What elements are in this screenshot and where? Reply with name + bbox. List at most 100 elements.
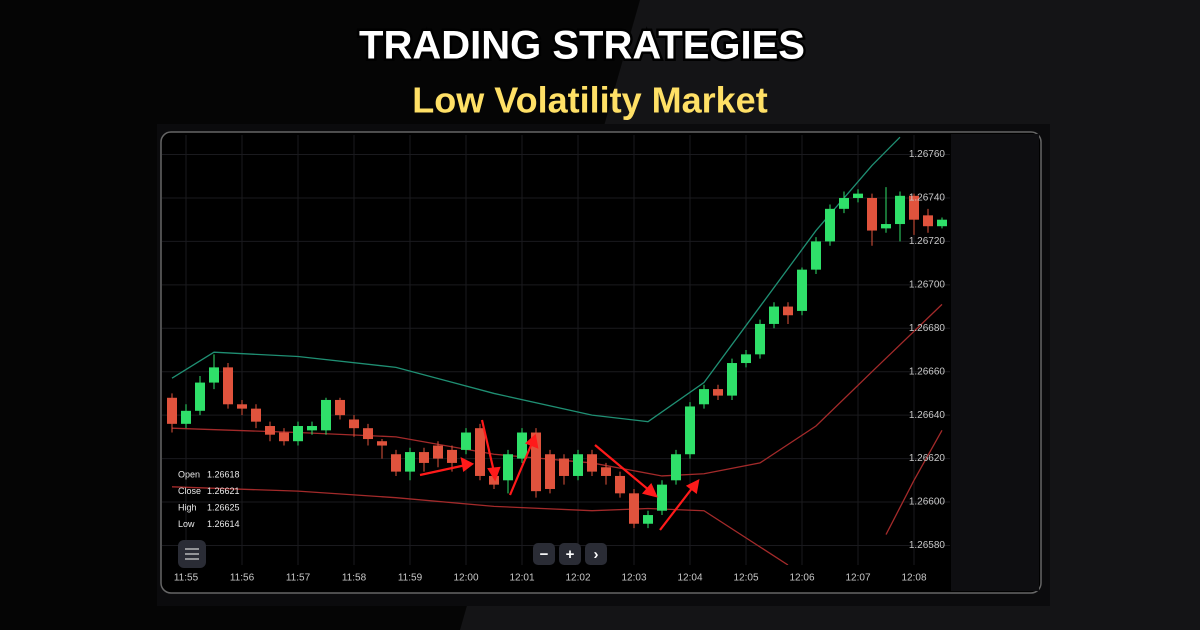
- ohlc-label: Close: [178, 486, 201, 496]
- candle-body: [867, 197, 877, 231]
- candle-body: [461, 432, 471, 450]
- candle-body: [741, 354, 751, 364]
- arrow: [659, 486, 694, 531]
- y-tick-label: 1.26740: [909, 193, 946, 204]
- candle-body: [699, 389, 709, 405]
- candle-body: [671, 454, 681, 481]
- x-tick-label: 12:04: [677, 573, 702, 584]
- y-tick-label: 1.26700: [909, 279, 946, 290]
- x-tick-label: 12:06: [789, 573, 814, 584]
- candle-body: [811, 241, 821, 270]
- candle-body: [321, 399, 331, 431]
- candle-body: [727, 363, 737, 396]
- candle-body: [223, 367, 233, 405]
- candle-body: [209, 367, 219, 383]
- candle-body: [167, 397, 177, 424]
- x-tick-label: 11:57: [286, 573, 311, 584]
- ohlc-value: 1.26621: [207, 486, 240, 496]
- candle-body: [643, 515, 653, 524]
- ohlc-panel: Open 1.26618 Close 1.26621 High 1.26625 Low 1.2…: [178, 469, 240, 529]
- candle-body: [489, 475, 499, 485]
- control-button[interactable]: [533, 543, 555, 565]
- candle-body: [419, 452, 429, 463]
- annotations: [419, 419, 700, 531]
- x-tick-label: 12:07: [845, 573, 870, 584]
- ohlc-label: High: [178, 502, 197, 512]
- candle-body: [293, 426, 303, 442]
- control-label[interactable]: −: [540, 546, 549, 563]
- x-tick-label: 12:05: [733, 573, 758, 584]
- candle-body: [237, 404, 247, 409]
- candle-body: [181, 410, 191, 424]
- candle-body: [195, 382, 205, 411]
- candle-body: [755, 323, 765, 355]
- arrow: [594, 444, 651, 492]
- candle-body: [279, 432, 289, 442]
- candle-body: [797, 269, 807, 311]
- x-tick-label: 12:01: [509, 573, 534, 584]
- arrowhead: [685, 479, 700, 494]
- subtitle: Low Volatility Market: [412, 80, 767, 121]
- candle-body: [713, 389, 723, 396]
- x-tick-label: 11:56: [230, 573, 255, 584]
- x-tick-label: 12:02: [565, 573, 590, 584]
- candle-body: [937, 219, 947, 227]
- candle-body: [587, 454, 597, 472]
- y-tick-label: 1.26720: [909, 236, 946, 247]
- candle-body: [573, 454, 583, 476]
- candle-body: [895, 195, 905, 225]
- ohlc-value: 1.26625: [207, 502, 240, 512]
- zoom-controls: − + ›: [533, 543, 607, 565]
- candle-body: [839, 197, 849, 209]
- x-tick-label: 11:55: [174, 573, 199, 584]
- y-tick-label: 1.26600: [909, 497, 946, 508]
- settings-icon: [185, 548, 199, 560]
- candle-body: [307, 426, 317, 431]
- x-tick-label: 11:59: [398, 573, 423, 584]
- y-tick-label: 1.26660: [909, 366, 946, 377]
- plot: [162, 135, 950, 565]
- arrow: [419, 463, 467, 477]
- candle-body: [657, 484, 667, 511]
- ohlc-value: 1.26614: [207, 519, 240, 529]
- y-tick-label: 1.26680: [909, 323, 946, 334]
- candle-body: [853, 193, 863, 198]
- y-tick-label: 1.26760: [909, 149, 946, 160]
- candle-body: [615, 475, 625, 494]
- candle-body: [447, 449, 457, 463]
- band-line: [171, 430, 943, 565]
- candle-body: [251, 408, 261, 422]
- control-label[interactable]: +: [566, 546, 575, 563]
- candle-body: [601, 467, 611, 476]
- arrowhead: [487, 466, 501, 482]
- arrow: [508, 442, 534, 496]
- control-button[interactable]: [559, 543, 581, 565]
- control-label[interactable]: ›: [594, 546, 599, 563]
- candle-body: [531, 432, 541, 492]
- y-tick-label: 1.26640: [909, 410, 946, 421]
- candle-body: [825, 208, 835, 242]
- ohlc-value: 1.26618: [207, 469, 240, 479]
- candle-body: [545, 454, 555, 489]
- candle-body: [629, 493, 639, 524]
- candle-body: [265, 426, 275, 435]
- candle-body: [769, 306, 779, 324]
- candle-body: [783, 306, 793, 316]
- candle-body: [559, 458, 569, 476]
- candle-body: [335, 399, 345, 416]
- ohlc-label: Open: [178, 469, 200, 479]
- candle-body: [685, 406, 695, 455]
- control-button[interactable]: [585, 543, 607, 565]
- candle-body: [391, 454, 401, 472]
- candle-body: [377, 441, 387, 446]
- candle-body: [517, 432, 527, 459]
- candle-body: [405, 452, 415, 472]
- arrowhead: [460, 457, 475, 472]
- x-tick-label: 12:03: [621, 573, 646, 584]
- candle-body: [475, 428, 485, 476]
- x-tick-label: 11:58: [342, 573, 367, 584]
- y-tick-label: 1.26620: [909, 453, 946, 464]
- candle-body: [881, 224, 891, 229]
- right-pad: [951, 134, 1039, 591]
